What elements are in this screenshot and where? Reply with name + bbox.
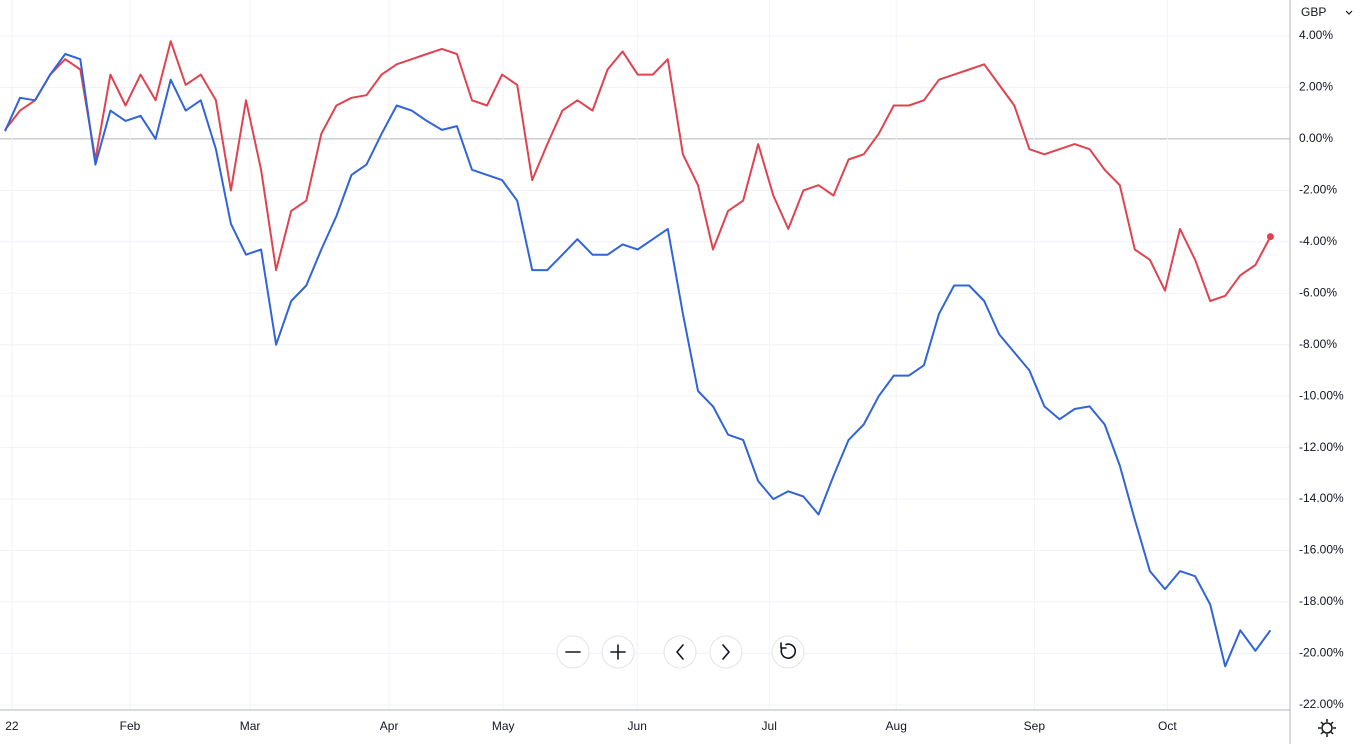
x-tick-label: 22 bbox=[5, 719, 19, 733]
y-tick-label: 0.00% bbox=[1299, 131, 1333, 145]
zoom-in-button[interactable] bbox=[601, 635, 635, 669]
scroll-right-button[interactable] bbox=[709, 635, 743, 669]
x-tick-label: Mar bbox=[240, 719, 261, 733]
y-tick-label: -20.00% bbox=[1299, 646, 1344, 660]
y-tick-label: -12.00% bbox=[1299, 440, 1344, 454]
x-tick-label: Jul bbox=[762, 719, 777, 733]
x-tick-label: Aug bbox=[886, 719, 907, 733]
grid bbox=[0, 0, 1290, 710]
x-tick-label: May bbox=[492, 719, 515, 733]
settings-icon[interactable] bbox=[1318, 719, 1336, 737]
y-tick-label: 4.00% bbox=[1299, 28, 1333, 42]
y-tick-label: -8.00% bbox=[1299, 337, 1337, 351]
currency-label[interactable]: GBP bbox=[1301, 5, 1326, 19]
x-tick-label: Sep bbox=[1024, 719, 1046, 733]
y-tick-label: -16.00% bbox=[1299, 543, 1344, 557]
x-tick-label: Feb bbox=[120, 719, 141, 733]
y-tick-label: -10.00% bbox=[1299, 388, 1344, 402]
series-line bbox=[4, 53, 1272, 668]
currency-caret[interactable] bbox=[1345, 10, 1353, 15]
zoom-out-button[interactable] bbox=[556, 635, 590, 669]
lines bbox=[4, 40, 1274, 668]
last-point bbox=[1266, 233, 1274, 241]
y-tick-label: -4.00% bbox=[1299, 234, 1337, 248]
series-line bbox=[4, 40, 1272, 302]
x-tick-label: Apr bbox=[380, 719, 399, 733]
y-tick-label: -6.00% bbox=[1299, 285, 1337, 299]
y-tick-label: -18.00% bbox=[1299, 594, 1344, 608]
y-tick-label: -14.00% bbox=[1299, 491, 1344, 505]
x-tick-label: Jun bbox=[628, 719, 647, 733]
scroll-left-button[interactable] bbox=[663, 635, 697, 669]
reset-button[interactable] bbox=[771, 635, 805, 669]
y-tick-label: -2.00% bbox=[1299, 183, 1337, 197]
y-tick-label: -22.00% bbox=[1299, 697, 1344, 711]
y-tick-label: 2.00% bbox=[1299, 80, 1333, 94]
x-tick-label: Oct bbox=[1158, 719, 1177, 733]
